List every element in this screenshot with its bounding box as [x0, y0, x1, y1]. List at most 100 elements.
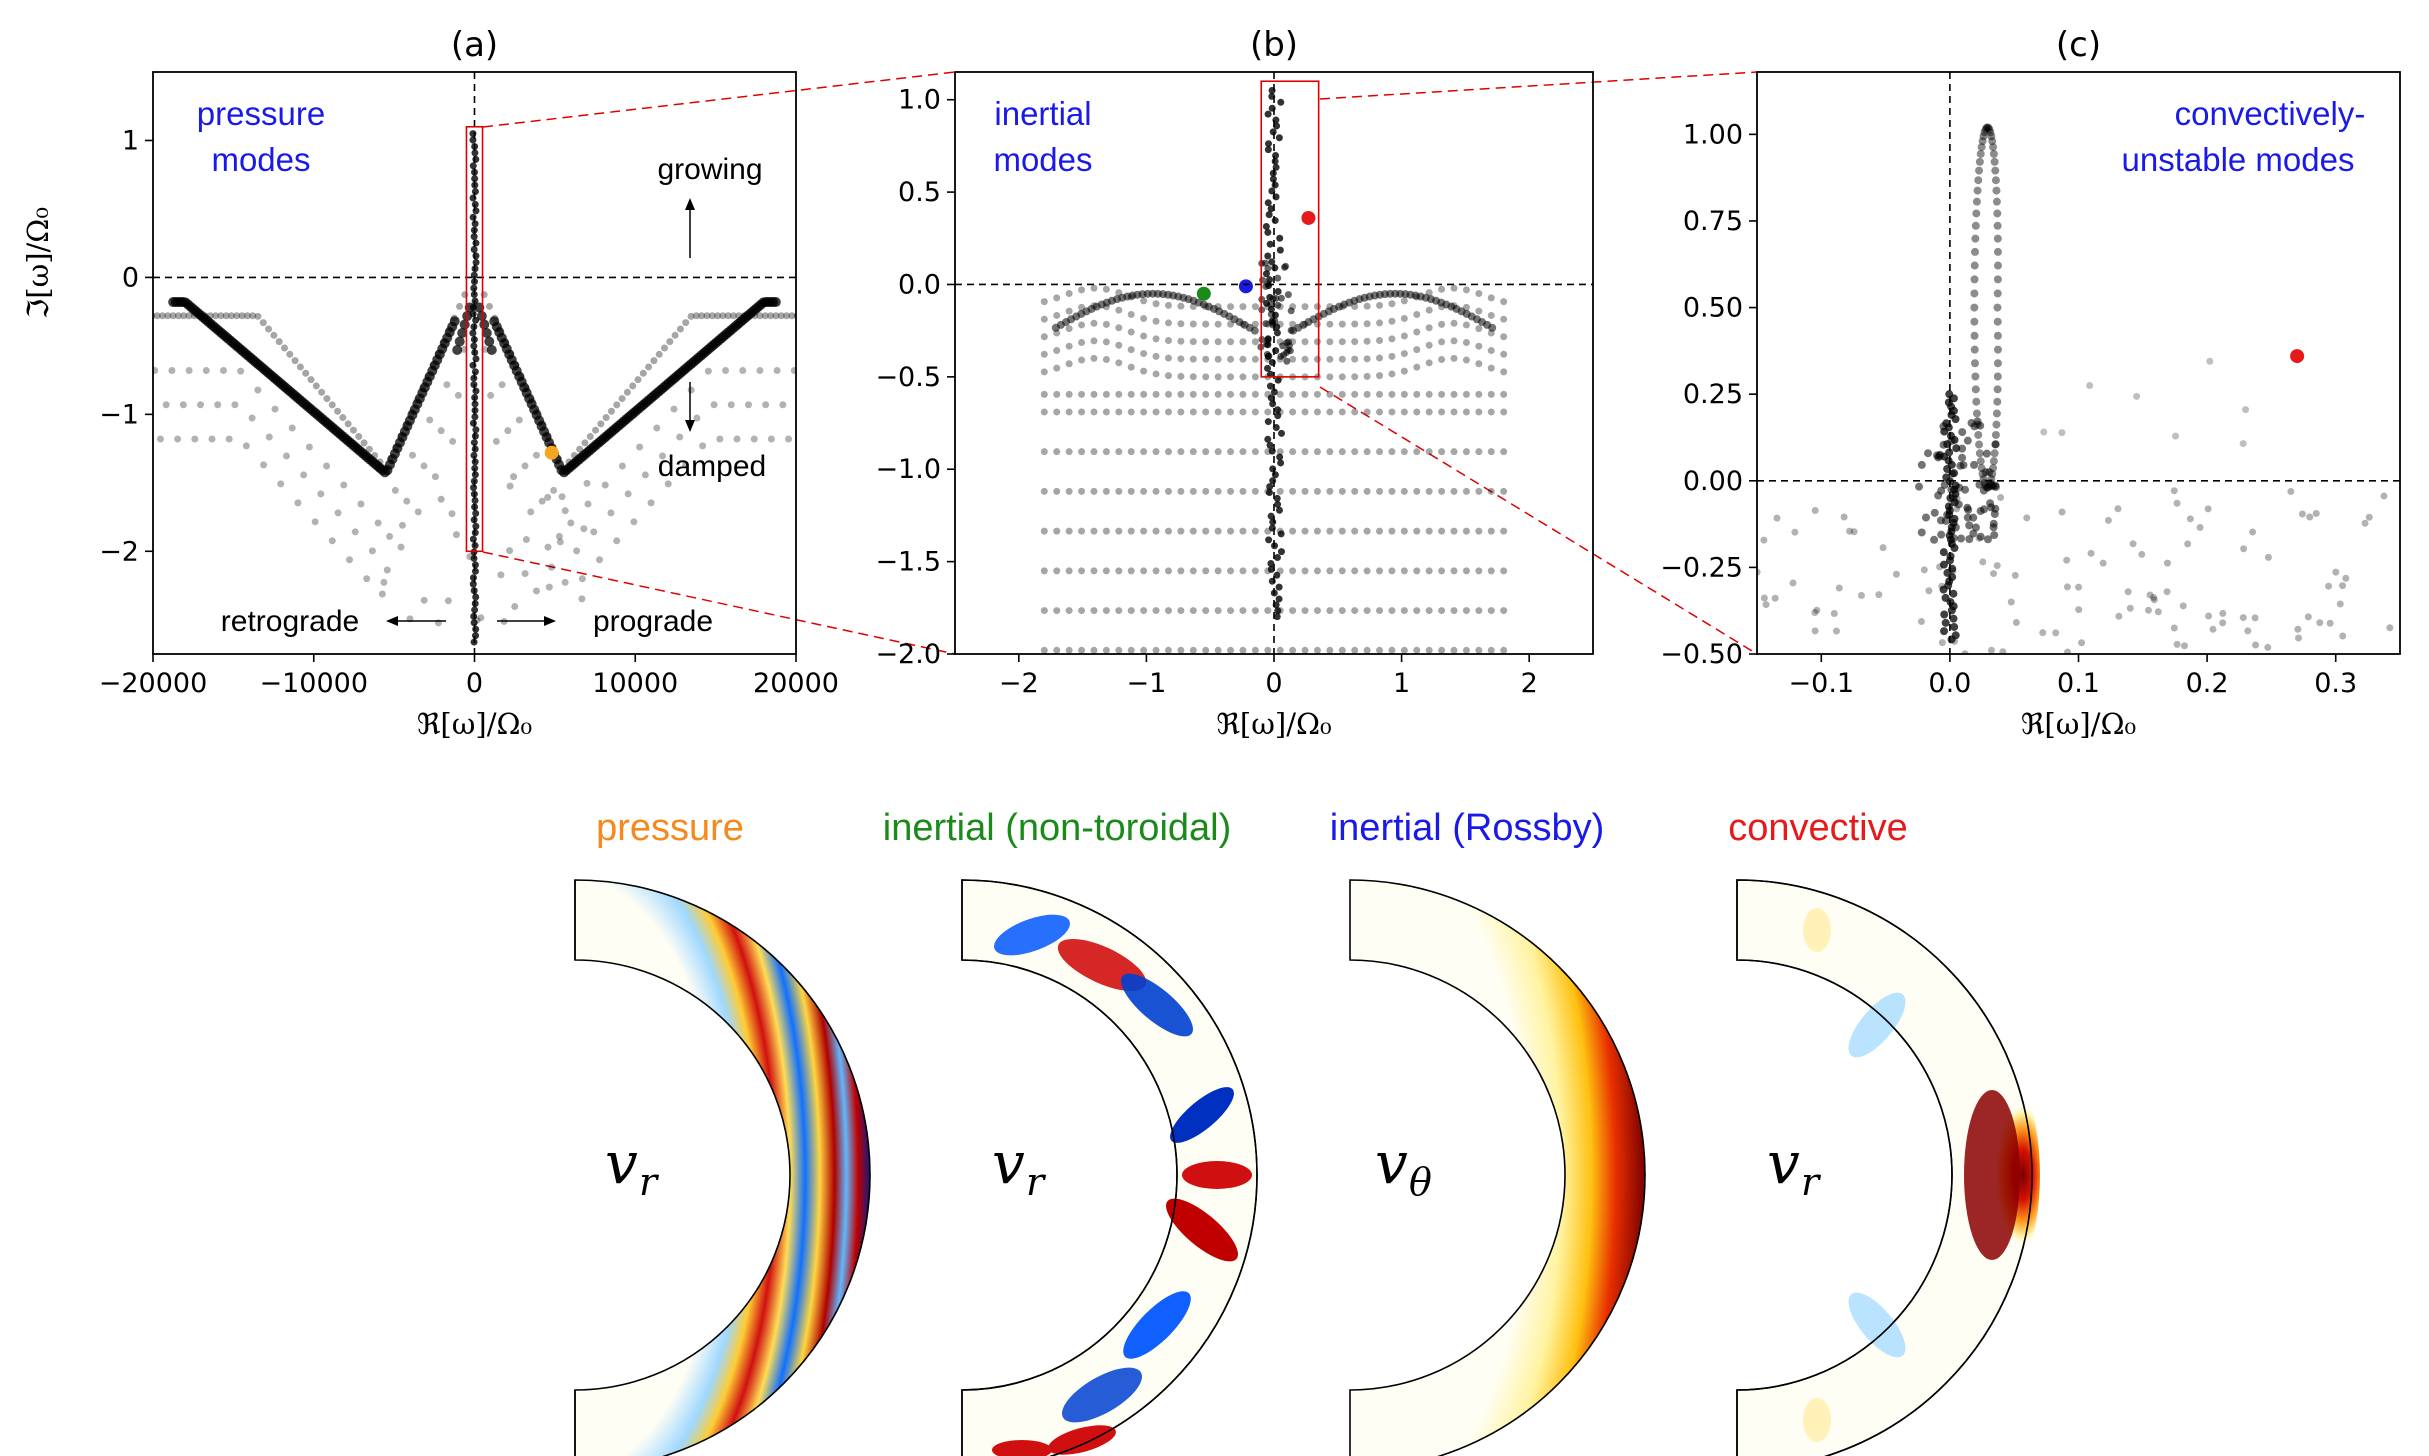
spectrum-point [2087, 549, 2095, 557]
spectrum-point [469, 194, 477, 202]
y-tick-label: 1 [122, 125, 139, 156]
spectrum-point [470, 271, 478, 279]
spectrum-point [1438, 338, 1446, 346]
spectrum-point [1152, 370, 1160, 378]
spectrum-point [317, 490, 325, 498]
spectrum-point [477, 614, 485, 622]
spectrum-point [363, 575, 371, 583]
spectrum-point [510, 473, 518, 481]
spectrum-point [484, 336, 495, 347]
spectrum-point [1937, 530, 1946, 539]
spectrum-point [1239, 527, 1247, 535]
spectrum-point [1276, 390, 1284, 398]
spectrum-point [1265, 489, 1273, 497]
spectrum-point [1140, 607, 1148, 615]
spectrum-point [1259, 276, 1267, 284]
spectrum-point [1269, 477, 1277, 485]
spectrum-point [374, 519, 382, 527]
convective-side-blob [1848, 1292, 1906, 1358]
spectrum-point [647, 499, 655, 507]
spectrum-point [153, 367, 159, 375]
spectrum-point [1462, 646, 1470, 654]
spectrum-point [2184, 540, 2192, 548]
spectrum-point [1051, 323, 1060, 332]
spectrum-point [1974, 176, 1983, 185]
spectrum-point [1351, 646, 1359, 654]
spectrum-point [629, 382, 637, 390]
spectrum-point [498, 381, 506, 389]
spectrum-point [1949, 567, 1957, 575]
spectrum-point [472, 509, 480, 517]
spectrum-point [1376, 448, 1384, 456]
spectrum-point [1938, 639, 1946, 647]
spectrum-point [1997, 494, 2005, 502]
y-tick-label: −2.0 [875, 639, 941, 670]
spectrum-point [1438, 390, 1446, 398]
spectrum-point [613, 537, 621, 545]
spectrum-point [1041, 687, 1048, 694]
spectrum-point [1164, 527, 1172, 535]
spectrum-point [1262, 270, 1270, 278]
spectrum-point [1264, 199, 1272, 207]
panel-a: (a) −20000 −10000 0 10000 20000 1 0 −1 −2 ℜ[ω]/Ω₀ ℑ… [21, 25, 839, 741]
spectrum-point [1990, 531, 1999, 540]
spectrum-point [2294, 634, 2302, 642]
spectrum-point [1973, 186, 1982, 195]
spectrum-point [383, 566, 391, 574]
spectrum-point [1053, 487, 1061, 495]
spectrum-point [573, 547, 581, 555]
spectrum-point [1388, 567, 1396, 575]
spectrum-point [1989, 149, 1998, 158]
spectrum-point [1326, 527, 1334, 535]
spectrum-point [630, 518, 638, 526]
spectrum-point [1936, 563, 1944, 571]
convective-side-blob [1803, 1398, 1831, 1442]
spectrum-point [548, 563, 556, 571]
var-symbol: v [1767, 1129, 1800, 1197]
spectrum-point [1251, 448, 1259, 456]
spectrum-point [1284, 291, 1292, 299]
spectrum-point [1762, 601, 1770, 609]
spectrum-point [1267, 394, 1275, 402]
spectrum-point [140, 436, 147, 443]
spectrum-point [1140, 487, 1148, 495]
spectrum-point [2339, 632, 2347, 640]
spectrum-point [693, 414, 701, 422]
spectrum-point [2126, 604, 2134, 612]
spectrum-point [254, 386, 262, 394]
spectrum-point [1053, 311, 1061, 319]
spectrum-point [1065, 290, 1073, 298]
spectrum-point [1963, 513, 1972, 522]
spectrum-point [1388, 487, 1396, 495]
var-subscript: r [1026, 1160, 1047, 1204]
spectrum-point [1338, 527, 1346, 535]
spectrum-point [1979, 486, 1988, 495]
spectrum-point [2154, 608, 2162, 616]
spectrum-point [1338, 373, 1346, 381]
spectrum-point [307, 376, 315, 384]
spectrum-point [461, 291, 469, 299]
spectrum-point [1251, 355, 1259, 363]
spectrum-point [1971, 523, 1980, 532]
spectrum-point [1351, 302, 1359, 310]
spectrum-point [123, 436, 130, 443]
spectrum-point [1984, 123, 1993, 132]
spectrum-point [1338, 408, 1346, 416]
spectrum-point [2332, 568, 2340, 576]
spectrum-point [1992, 420, 2001, 429]
spectrum-point [472, 355, 480, 363]
spectrum-point [1857, 591, 1865, 599]
spectrum-point [1951, 415, 1960, 424]
spectrum-point [248, 414, 256, 422]
spectrum-point [1289, 487, 1297, 495]
spectrum-point [1040, 390, 1048, 398]
spectrum-point [1301, 338, 1309, 346]
spectrum-point [767, 435, 775, 443]
spectrum-point [785, 435, 793, 443]
spectrum-point [1363, 320, 1371, 328]
spectrum-point [2146, 591, 2154, 599]
spectrum-point [1127, 408, 1135, 416]
spectrum-point [1993, 275, 2002, 284]
spectrum-point [1487, 646, 1495, 654]
spectrum-point [1274, 301, 1282, 309]
